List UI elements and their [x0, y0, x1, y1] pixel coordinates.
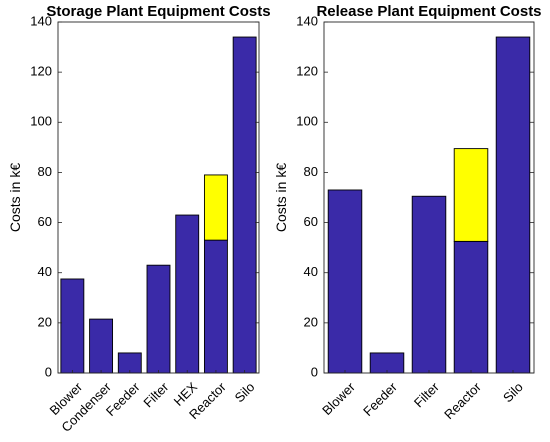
bar-filter — [411, 195, 447, 374]
bar-hex — [175, 214, 200, 374]
bar-silo — [232, 36, 257, 374]
bar-reactor-segment-1 — [203, 174, 228, 241]
y-tick-label: 140 — [30, 13, 52, 28]
axes-box — [57, 21, 260, 374]
y-tick-label: 0 — [45, 364, 52, 379]
y-tick-label: 140 — [296, 13, 318, 28]
y-tick-label: 100 — [296, 114, 318, 129]
y-tick-label: 80 — [304, 164, 318, 179]
y-tick-label: 40 — [38, 264, 52, 279]
y-tick-label: 60 — [38, 214, 52, 229]
y-tick-label: 40 — [304, 264, 318, 279]
x-tick-label: Feeder — [103, 379, 143, 419]
x-tick-label: Silo — [500, 379, 526, 405]
y-tick-label: 60 — [304, 214, 318, 229]
x-tick-label: Silo — [232, 379, 258, 405]
chart-title: Release Plant Equipment Costs — [316, 3, 541, 20]
bar-blower — [327, 189, 363, 374]
bar-reactor — [203, 239, 228, 374]
bar-silo — [495, 36, 531, 374]
bar-condenser — [89, 318, 114, 374]
x-tick-label: Blower — [319, 379, 358, 418]
bar-feeder — [369, 352, 405, 374]
bar-feeder — [117, 352, 142, 374]
x-tick-label: Reactor — [441, 379, 484, 422]
y-tick-label: 20 — [304, 314, 318, 329]
chart-title: Storage Plant Equipment Costs — [46, 3, 270, 20]
x-tick-label: Feeder — [360, 379, 400, 419]
y-tick-label: 120 — [296, 64, 318, 79]
bar-blower — [60, 278, 85, 374]
y-tick-label: 80 — [38, 164, 52, 179]
y-tick-label: 0 — [311, 364, 318, 379]
y-axis-label: Costs in k€ — [7, 163, 23, 232]
y-tick-label: 20 — [38, 314, 52, 329]
storage-chart: Storage Plant Equipment Costs Costs in k… — [7, 3, 271, 435]
y-axis-label: Costs in k€ — [273, 163, 289, 232]
axes-box — [323, 21, 535, 374]
release-chart: Release Plant Equipment Costs Costs in k… — [273, 3, 542, 422]
bar-reactor — [453, 240, 489, 374]
bar-reactor-segment-1 — [453, 148, 489, 242]
x-tick-label: Filter — [411, 379, 443, 411]
x-tick-label: Filter — [140, 379, 172, 411]
bar-filter — [146, 264, 171, 374]
y-tick-label: 100 — [30, 114, 52, 129]
y-tick-label: 120 — [30, 64, 52, 79]
